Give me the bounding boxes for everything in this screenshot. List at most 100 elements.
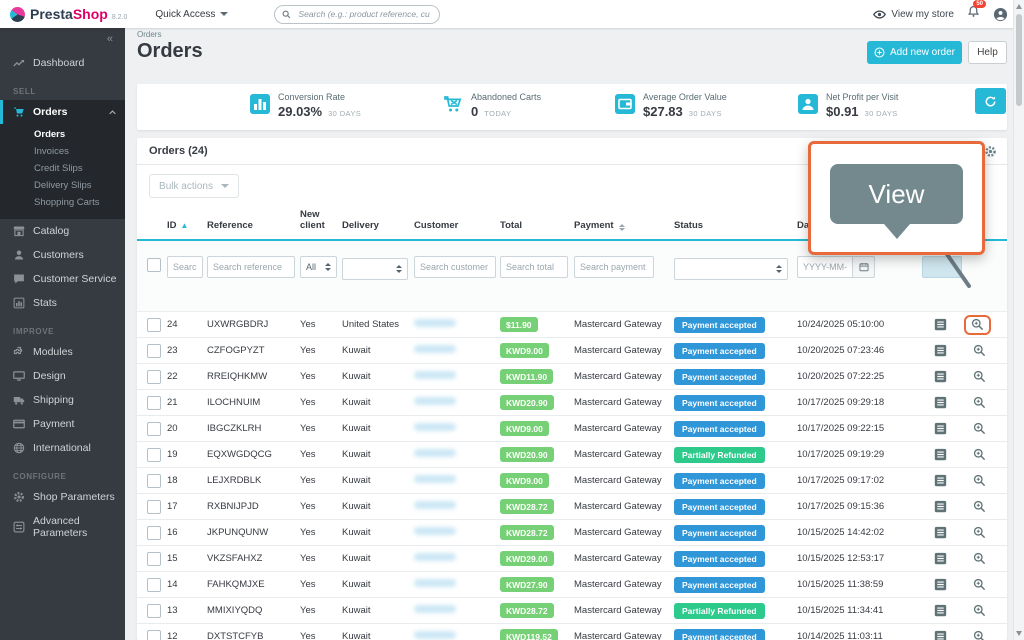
view-order-icon[interactable]	[973, 422, 986, 435]
order-reference-cell: MMIXIYQDQ	[205, 597, 298, 624]
select-all-checkbox[interactable]	[147, 257, 161, 272]
order-details-icon[interactable]	[934, 448, 947, 461]
row-checkbox[interactable]	[147, 421, 161, 436]
order-details-icon[interactable]	[934, 604, 947, 617]
row-checkbox[interactable]	[147, 317, 161, 332]
sidebar-collapse-button[interactable]: «	[106, 33, 113, 45]
filter-new-client-select[interactable]: All	[300, 256, 337, 278]
sidebar-item-dashboard[interactable]: Dashboard	[0, 51, 125, 75]
order-details-icon[interactable]	[934, 500, 947, 513]
order-details-icon[interactable]	[934, 396, 947, 409]
filter-payment-input[interactable]	[574, 256, 654, 278]
sidebar-subitem-shopping-carts[interactable]: Shopping Carts	[34, 197, 100, 208]
row-checkbox[interactable]	[147, 603, 161, 618]
sidebar-item-customer-service[interactable]: Customer Service	[0, 267, 125, 291]
sidebar-subitem-orders[interactable]: Orders	[34, 129, 66, 140]
sidebar-item-shipping[interactable]: Shipping	[0, 388, 125, 412]
order-details-icon[interactable]	[934, 578, 947, 591]
sidebar-item-customers[interactable]: Customers	[0, 243, 125, 267]
new-client-cell: Yes	[298, 571, 340, 598]
row-checkbox[interactable]	[147, 473, 161, 488]
row-checkbox[interactable]	[147, 499, 161, 514]
order-details-icon[interactable]	[934, 526, 947, 539]
filter-id-input[interactable]	[167, 256, 203, 278]
sidebar-item-modules[interactable]: Modules	[0, 340, 125, 364]
row-checkbox[interactable]	[147, 343, 161, 358]
order-id-cell: 16	[165, 519, 205, 546]
filter-status-select[interactable]	[674, 258, 788, 280]
notifications-button[interactable]: 50	[967, 0, 986, 23]
column-header-status[interactable]: Status	[672, 203, 795, 241]
view-order-icon[interactable]	[963, 314, 991, 335]
profile-avatar-icon[interactable]	[993, 7, 1008, 22]
filter-customer-input[interactable]	[414, 256, 496, 278]
sidebar-item-payment[interactable]: Payment	[0, 412, 125, 436]
row-checkbox[interactable]	[147, 577, 161, 592]
row-checkbox[interactable]	[147, 525, 161, 540]
view-order-icon[interactable]	[973, 630, 986, 640]
filter-date-input[interactable]	[797, 256, 853, 278]
calendar-button[interactable]	[853, 256, 875, 278]
view-order-icon[interactable]	[973, 344, 986, 357]
grid-settings-gear-icon[interactable]	[984, 145, 997, 158]
filter-delivery-select[interactable]	[342, 258, 408, 280]
view-order-icon[interactable]	[973, 578, 986, 591]
scroll-up-arrow[interactable]	[1016, 4, 1022, 9]
row-checkbox[interactable]	[147, 395, 161, 410]
filter-search-button[interactable]	[922, 256, 962, 278]
bulk-actions-button[interactable]: Bulk actions	[149, 174, 239, 198]
sidebar-subitem-delivery-slips[interactable]: Delivery Slips	[34, 180, 92, 191]
scroll-down-arrow[interactable]	[1016, 631, 1022, 636]
row-checkbox[interactable]	[147, 629, 161, 640]
order-reference-cell: DXTSTCFYB	[205, 623, 298, 640]
order-details-icon[interactable]	[934, 474, 947, 487]
quick-access-menu[interactable]: Quick Access	[155, 9, 229, 20]
view-order-icon[interactable]	[973, 370, 986, 383]
order-details-icon[interactable]	[934, 370, 947, 383]
column-header-new-client[interactable]: New client	[298, 203, 340, 241]
filter-total-input[interactable]	[500, 256, 568, 278]
order-details-icon[interactable]	[934, 344, 947, 357]
order-details-icon[interactable]	[934, 552, 947, 565]
order-details-icon[interactable]	[934, 630, 947, 640]
scrollbar-thumb[interactable]	[1015, 14, 1022, 106]
order-date-cell: 10/17/2025 09:19:29	[795, 441, 920, 468]
view-order-icon[interactable]	[973, 552, 986, 565]
order-id-cell: 14	[165, 571, 205, 598]
view-my-store-link[interactable]: View my store	[873, 8, 954, 21]
filter-reference-input[interactable]	[207, 256, 295, 278]
column-header-id[interactable]: ID ▲	[165, 203, 205, 241]
search-input[interactable]	[296, 8, 433, 20]
add-new-order-button[interactable]: Add new order	[867, 41, 962, 64]
sidebar-item-international[interactable]: International	[0, 436, 125, 460]
sidebar-item-stats[interactable]: Stats	[0, 291, 125, 315]
view-order-icon[interactable]	[973, 500, 986, 513]
global-search[interactable]	[274, 4, 441, 24]
order-details-icon[interactable]	[934, 318, 947, 331]
help-button[interactable]: Help	[968, 41, 1007, 64]
row-checkbox[interactable]	[147, 551, 161, 566]
sidebar-item-advanced-parameters[interactable]: Advanced Parameters	[0, 509, 125, 545]
sidebar-subitem-invoices[interactable]: Invoices	[34, 146, 69, 157]
view-order-icon[interactable]	[973, 474, 986, 487]
refresh-kpi-button[interactable]	[975, 88, 1006, 114]
view-order-icon[interactable]	[973, 448, 986, 461]
column-header-delivery[interactable]: Delivery	[340, 203, 412, 241]
sidebar-item-design[interactable]: Design	[0, 364, 125, 388]
sidebar-item-catalog[interactable]: Catalog	[0, 219, 125, 243]
column-header-reference[interactable]: Reference	[205, 203, 298, 241]
window-scrollbar[interactable]	[1013, 0, 1024, 640]
view-order-icon[interactable]	[973, 396, 986, 409]
order-details-icon[interactable]	[934, 422, 947, 435]
column-header-payment[interactable]: Payment	[572, 203, 672, 241]
sidebar-item-orders[interactable]: Orders	[0, 100, 125, 124]
row-checkbox[interactable]	[147, 369, 161, 384]
column-header-customer[interactable]: Customer	[412, 203, 498, 241]
row-checkbox[interactable]	[147, 447, 161, 462]
column-header-total[interactable]: Total	[498, 203, 572, 241]
order-reference-cell: VKZSFAHXZ	[205, 545, 298, 572]
sidebar-subitem-credit-slips[interactable]: Credit Slips	[34, 163, 83, 174]
view-order-icon[interactable]	[973, 526, 986, 539]
sidebar-item-shop-parameters[interactable]: Shop Parameters	[0, 485, 125, 509]
view-order-icon[interactable]	[973, 604, 986, 617]
